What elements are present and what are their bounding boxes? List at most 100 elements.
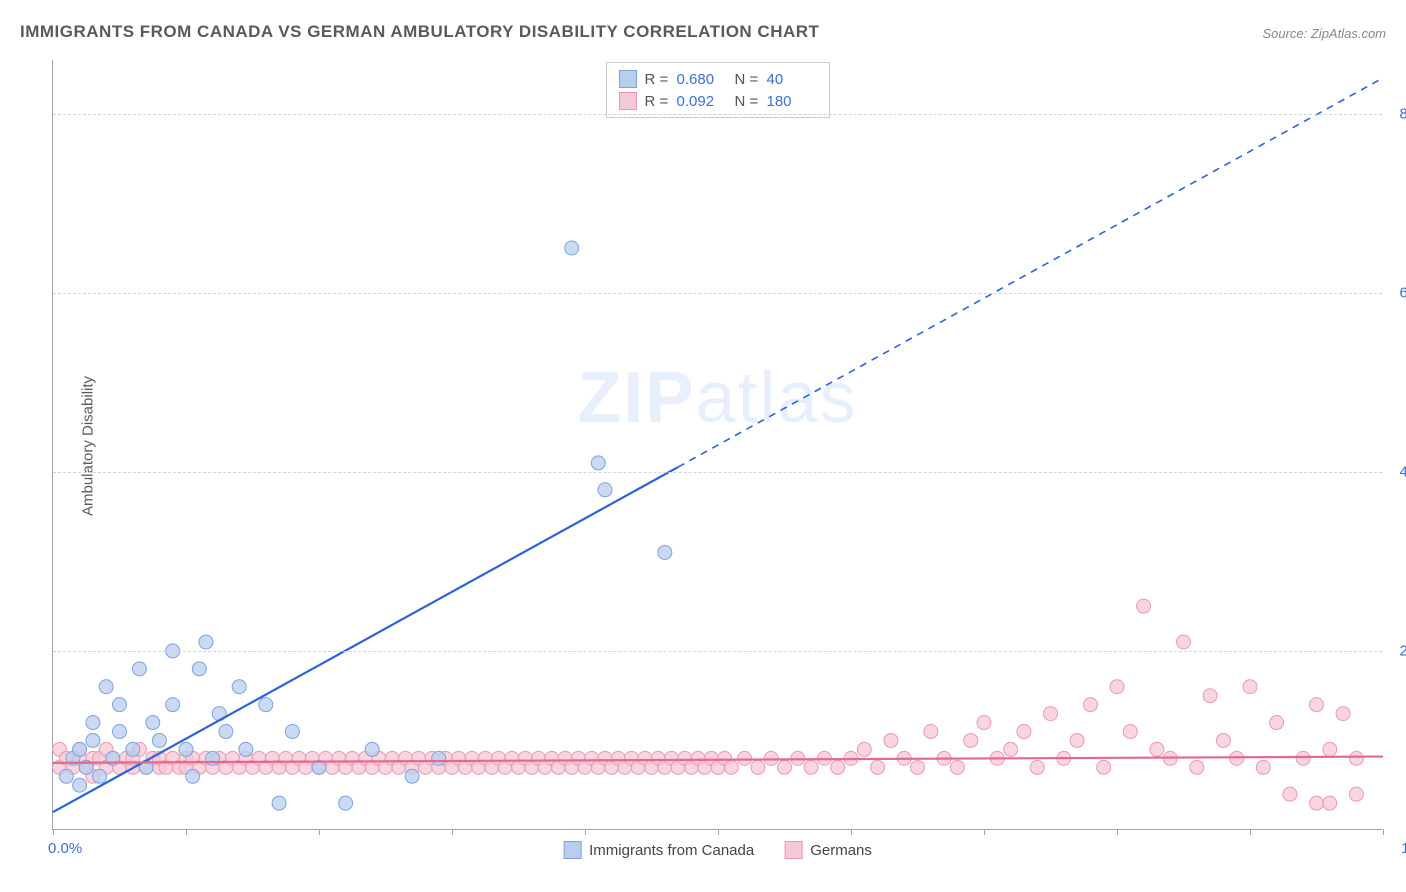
legend-item-germans: Germans <box>784 841 872 859</box>
data-point <box>1137 599 1151 613</box>
chart-title: IMMIGRANTS FROM CANADA VS GERMAN AMBULAT… <box>20 22 819 42</box>
data-point <box>598 483 612 497</box>
data-point <box>857 742 871 756</box>
data-point <box>365 742 379 756</box>
data-point <box>1017 725 1031 739</box>
x-tick <box>984 829 985 835</box>
data-point <box>831 760 845 774</box>
legend-label-germans: Germans <box>810 842 872 859</box>
legend-item-canada: Immigrants from Canada <box>563 841 754 859</box>
data-point <box>1030 760 1044 774</box>
data-point <box>1150 742 1164 756</box>
data-point <box>59 769 73 783</box>
data-point <box>166 698 180 712</box>
data-point <box>1336 707 1350 721</box>
data-point <box>1004 742 1018 756</box>
data-point <box>192 662 206 676</box>
data-point <box>565 241 579 255</box>
data-point <box>86 733 100 747</box>
data-point <box>751 760 765 774</box>
data-point <box>132 662 146 676</box>
data-point <box>1083 698 1097 712</box>
data-point <box>93 769 107 783</box>
y-tick-label: 20.0% <box>1399 642 1406 659</box>
x-tick <box>1383 829 1384 835</box>
data-point <box>186 769 200 783</box>
y-tick-label: 60.0% <box>1399 284 1406 301</box>
n-label: N = <box>735 71 759 88</box>
data-point <box>1310 796 1324 810</box>
data-point <box>1283 787 1297 801</box>
x-tick <box>319 829 320 835</box>
y-tick-label: 80.0% <box>1399 105 1406 122</box>
swatch-canada <box>619 70 637 88</box>
data-point <box>1243 680 1257 694</box>
swatch-germans <box>619 92 637 110</box>
trend-line-dashed <box>678 78 1383 467</box>
data-point <box>1203 689 1217 703</box>
data-point <box>1349 751 1363 765</box>
data-point <box>911 760 925 774</box>
gridline <box>53 651 1382 652</box>
legend-label-canada: Immigrants from Canada <box>589 842 754 859</box>
x-tick <box>53 829 54 835</box>
data-point <box>152 733 166 747</box>
data-point <box>1310 698 1324 712</box>
data-point <box>73 742 87 756</box>
data-point <box>405 769 419 783</box>
data-point <box>724 760 738 774</box>
data-point <box>658 545 672 559</box>
x-max-label: 100.0% <box>1401 840 1406 857</box>
data-point <box>1190 760 1204 774</box>
legend-row-germans: R = 0.092 N = 180 <box>619 90 817 112</box>
data-point <box>339 796 353 810</box>
data-point <box>1070 733 1084 747</box>
x-tick <box>585 829 586 835</box>
r-value-canada: 0.680 <box>677 71 727 88</box>
data-point <box>259 698 273 712</box>
data-point <box>1044 707 1058 721</box>
data-point <box>1323 796 1337 810</box>
data-point <box>591 456 605 470</box>
data-point <box>113 725 127 739</box>
data-point <box>239 742 253 756</box>
legend-row-canada: R = 0.680 N = 40 <box>619 68 817 90</box>
x-min-label: 0.0% <box>48 840 82 857</box>
x-tick <box>1117 829 1118 835</box>
data-point <box>964 733 978 747</box>
n-label: N = <box>735 93 759 110</box>
data-point <box>884 733 898 747</box>
data-point <box>432 751 446 765</box>
x-tick <box>186 829 187 835</box>
data-point <box>146 716 160 730</box>
n-value-canada: 40 <box>767 71 817 88</box>
data-point <box>950 760 964 774</box>
x-tick <box>851 829 852 835</box>
data-point <box>1349 787 1363 801</box>
data-point <box>924 725 938 739</box>
data-point <box>1177 635 1191 649</box>
data-point <box>1270 716 1284 730</box>
y-tick-label: 40.0% <box>1399 463 1406 480</box>
correlation-legend: R = 0.680 N = 40 R = 0.092 N = 180 <box>606 62 830 118</box>
data-point <box>272 796 286 810</box>
data-point <box>804 760 818 774</box>
chart-svg <box>53 60 1382 829</box>
data-point <box>1256 760 1270 774</box>
data-point <box>778 760 792 774</box>
data-point <box>1097 760 1111 774</box>
data-point <box>1296 751 1310 765</box>
r-value-germans: 0.092 <box>677 93 727 110</box>
gridline <box>53 114 1382 115</box>
data-point <box>977 716 991 730</box>
r-label: R = <box>645 71 669 88</box>
data-point <box>1216 733 1230 747</box>
x-tick <box>718 829 719 835</box>
data-point <box>219 725 233 739</box>
data-point <box>199 635 213 649</box>
data-point <box>86 716 100 730</box>
data-point <box>1110 680 1124 694</box>
data-point <box>738 751 752 765</box>
data-point <box>126 742 140 756</box>
x-tick <box>1250 829 1251 835</box>
